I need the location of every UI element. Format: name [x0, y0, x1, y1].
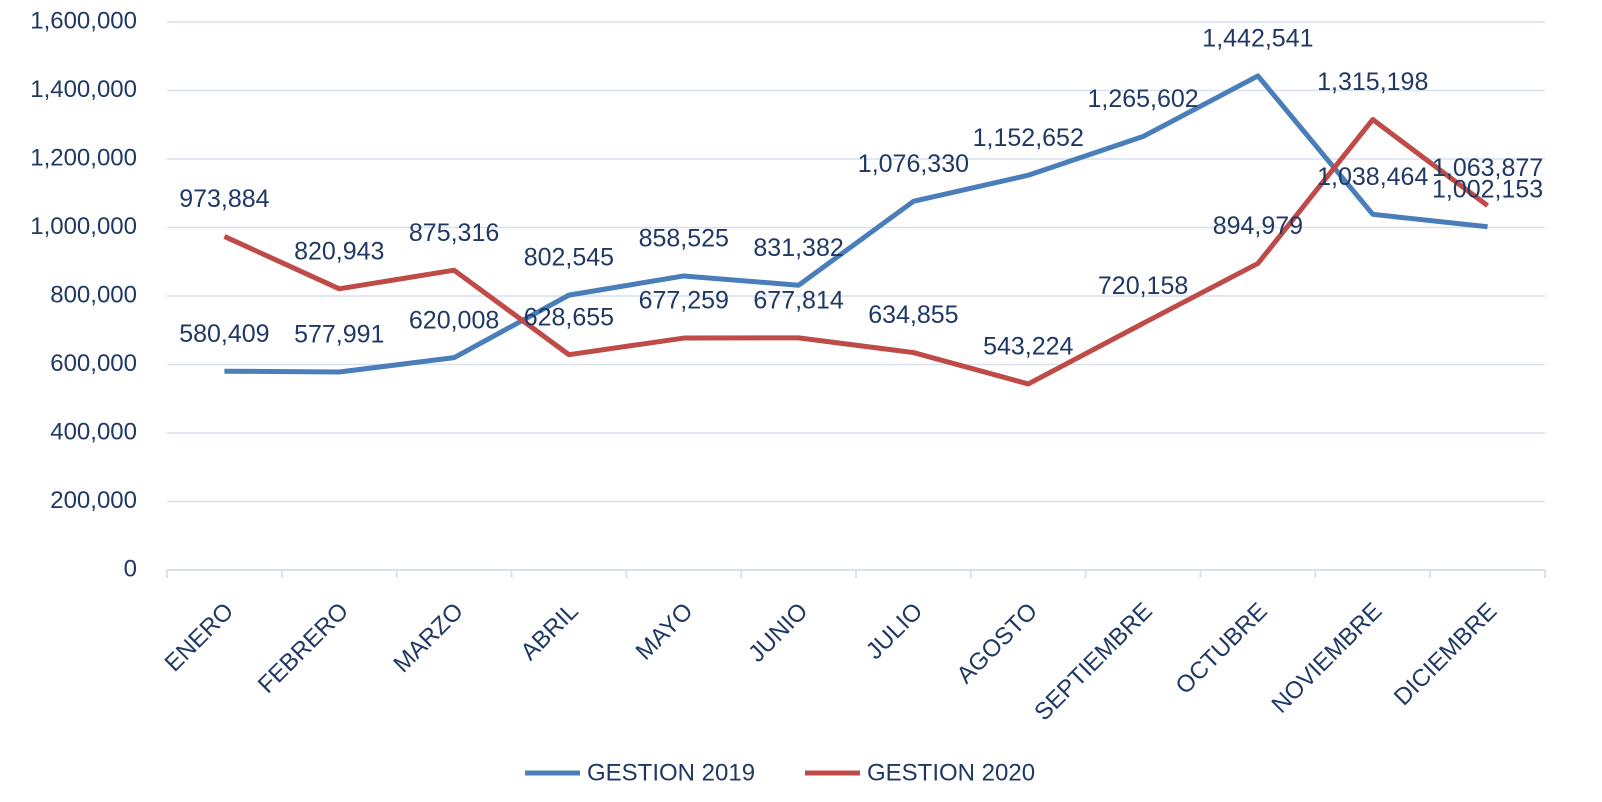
- data-label: 1,063,877: [1432, 154, 1543, 182]
- series-line: [223, 117, 1490, 387]
- data-label: 1,442,541: [1202, 25, 1313, 53]
- data-label: 875,316: [409, 219, 499, 247]
- x-tick-label: AGOSTO: [952, 598, 1043, 689]
- data-label: 894,979: [1213, 212, 1303, 240]
- x-tick-label: MARZO: [388, 598, 468, 678]
- data-label: 831,382: [753, 234, 843, 262]
- data-label: 634,855: [868, 301, 958, 329]
- data-label: 802,545: [524, 244, 614, 272]
- y-tick-label: 800,000: [50, 281, 137, 308]
- legend-label: GESTION 2020: [867, 759, 1035, 786]
- x-tick-label: SEPTIEMBRE: [1029, 598, 1157, 726]
- data-label: 620,008: [409, 306, 499, 334]
- x-tick-label: JULIO: [861, 598, 928, 665]
- series-line: [224, 73, 1488, 375]
- data-label: 1,038,464: [1317, 163, 1428, 191]
- data-label: 1,076,330: [858, 150, 969, 178]
- data-label: 973,884: [179, 185, 269, 213]
- x-tick-label: DICIEMBRE: [1389, 598, 1502, 711]
- data-label: 1,002,153: [1432, 175, 1543, 203]
- data-label: 720,158: [1098, 272, 1188, 300]
- y-tick-label: 1,400,000: [30, 76, 137, 103]
- data-label: 1,315,198: [1317, 68, 1428, 96]
- x-tick-label: MAYO: [631, 598, 699, 666]
- x-tick-label: OCTUBRE: [1171, 598, 1273, 700]
- data-label: 1,152,652: [973, 124, 1084, 152]
- y-tick-label: 200,000: [50, 487, 137, 514]
- data-label: 677,259: [639, 287, 729, 315]
- data-label: 1,265,602: [1087, 85, 1198, 113]
- data-label: 628,655: [524, 303, 614, 331]
- y-tick-label: 600,000: [50, 350, 137, 377]
- data-label: 577,991: [294, 321, 384, 349]
- y-tick-label: 0: [124, 555, 137, 582]
- y-tick-label: 400,000: [50, 418, 137, 445]
- x-tick-label: FEBRERO: [253, 598, 354, 699]
- y-tick-label: 1,000,000: [30, 213, 137, 240]
- x-tick-label: ABRIL: [515, 598, 583, 666]
- data-label: 677,814: [753, 286, 843, 314]
- x-tick-label: ENERO: [160, 598, 239, 677]
- legend-label: GESTION 2019: [587, 759, 755, 786]
- data-label: 820,943: [294, 237, 384, 265]
- x-tick-label: JUNIO: [743, 598, 813, 668]
- data-label: 580,409: [179, 320, 269, 348]
- y-tick-label: 1,200,000: [30, 144, 137, 171]
- y-tick-label: 1,600,000: [30, 7, 137, 34]
- x-tick-label: NOVIEMBRE: [1267, 598, 1388, 719]
- data-label: 543,224: [983, 333, 1073, 361]
- data-label: 858,525: [639, 225, 729, 253]
